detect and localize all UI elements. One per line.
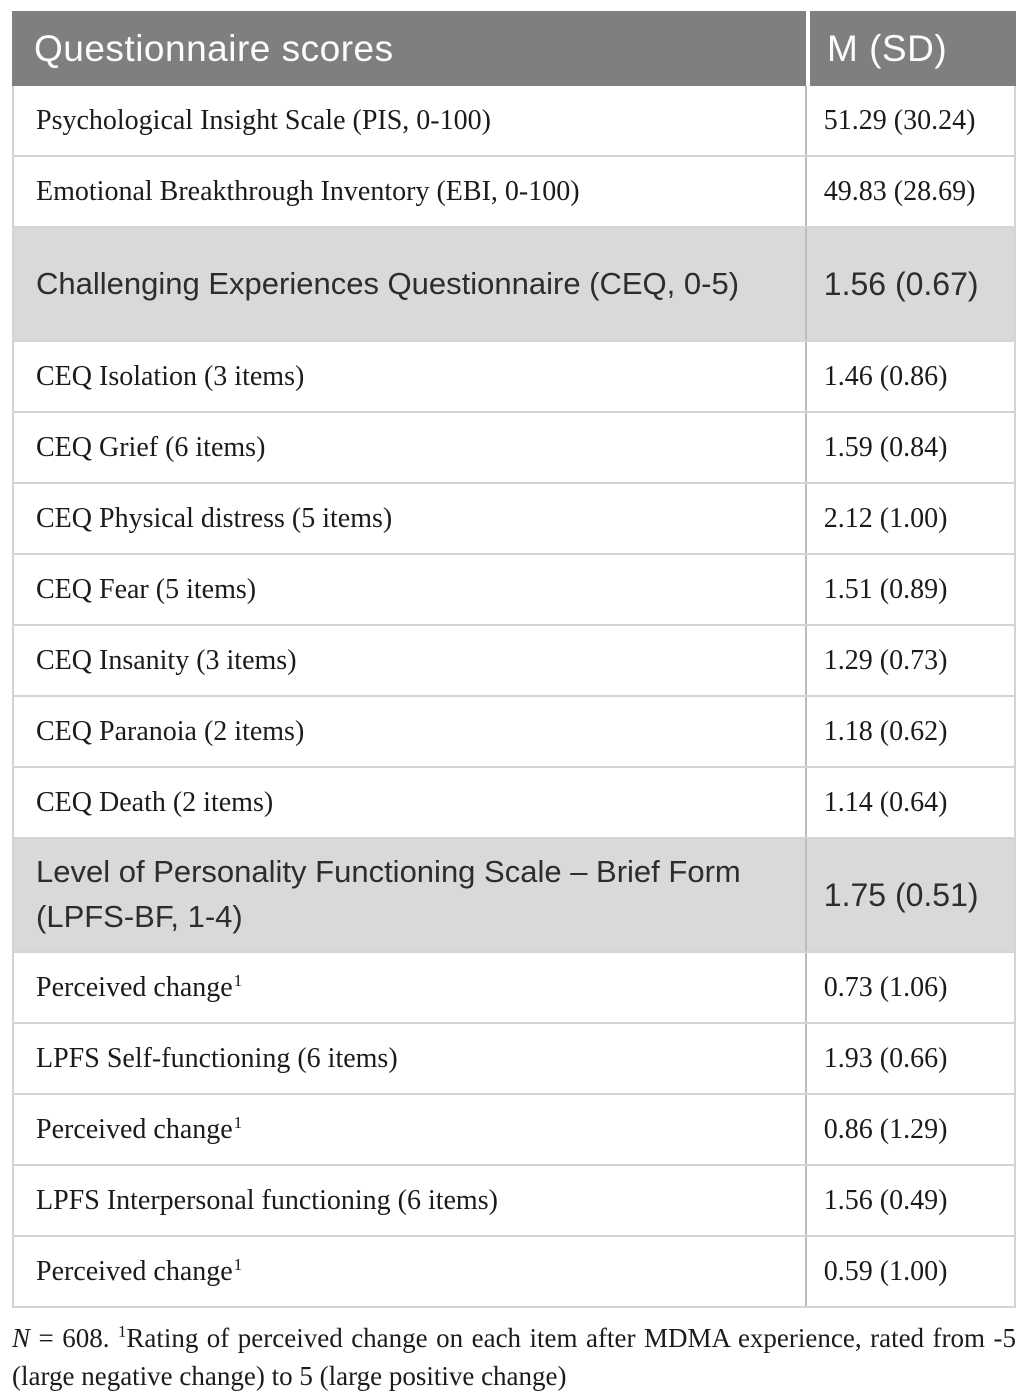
column-header-questionnaire-scores: Questionnaire scores	[34, 27, 394, 69]
row-label: LPFS Self-functioning (6 items)	[36, 1043, 398, 1074]
column-header-m-sd: M (SD)	[806, 11, 1016, 86]
table-row: LPFS Self-functioning (6 items) 1.93 (0.6…	[14, 1022, 1014, 1093]
superscript-note-marker: 1	[233, 1112, 243, 1132]
row-value: 1.29 (0.73)	[804, 626, 1014, 695]
table-row: CEQ Grief (6 items) 1.59 (0.84)	[14, 411, 1014, 482]
questionnaire-scores-table: Questionnaire scores M (SD) Psychologica…	[12, 11, 1016, 1308]
row-label: Emotional Breakthrough Inventory (EBI, 0…	[36, 176, 580, 207]
footnote-n-value: = 608.	[30, 1323, 118, 1353]
table-row: CEQ Insanity (3 items) 1.29 (0.73)	[14, 624, 1014, 695]
row-value: 2.12 (1.00)	[804, 484, 1014, 553]
superscript-note-marker: 1	[233, 970, 243, 990]
footnote-text: Rating of perceived change on each item …	[12, 1323, 1016, 1391]
table-row: Psychological Insight Scale (PIS, 0-100)…	[14, 86, 1014, 155]
row-value: 1.56 (0.49)	[804, 1166, 1014, 1235]
table-row: CEQ Paranoia (2 items) 1.18 (0.62)	[14, 695, 1014, 766]
row-label: CEQ Isolation (3 items)	[36, 361, 305, 392]
table-row: CEQ Fear (5 items) 1.51 (0.89)	[14, 553, 1014, 624]
table-header-row: Questionnaire scores M (SD)	[12, 11, 1016, 86]
row-value: 1.51 (0.89)	[804, 555, 1014, 624]
row-label: CEQ Physical distress (5 items)	[36, 503, 393, 534]
row-label: Challenging Experiences Questionnaire (C…	[36, 265, 740, 301]
table-row: Perceived change1 0.73 (1.06)	[14, 951, 1014, 1022]
table-row: CEQ Death (2 items) 1.14 (0.64)	[14, 766, 1014, 837]
table-row: CEQ Isolation (3 items) 1.46 (0.86)	[14, 340, 1014, 411]
row-label: CEQ Grief (6 items)	[36, 432, 266, 463]
row-value: 1.59 (0.84)	[804, 413, 1014, 482]
table-row: Emotional Breakthrough Inventory (EBI, 0…	[14, 155, 1014, 226]
row-value: 1.14 (0.64)	[804, 768, 1014, 837]
row-label: CEQ Fear (5 items)	[36, 574, 257, 605]
row-value: 51.29 (30.24)	[804, 86, 1014, 155]
table-row: CEQ Physical distress (5 items) 2.12 (1.0…	[14, 482, 1014, 553]
section-row: Challenging Experiences Questionnaire (C…	[14, 226, 1014, 340]
row-value: 1.93 (0.66)	[804, 1024, 1014, 1093]
row-value: 1.18 (0.62)	[804, 697, 1014, 766]
table-footnote: N = 608. 1Rating of perceived change on …	[12, 1320, 1016, 1396]
row-value: 0.59 (1.00)	[804, 1237, 1014, 1306]
row-label: Perceived change1	[36, 1254, 243, 1287]
footnote-n-symbol: N	[12, 1323, 31, 1353]
superscript-note-marker: 1	[233, 1254, 243, 1274]
row-label: CEQ Paranoia (2 items)	[36, 716, 305, 747]
table-row: LPFS Interpersonal functioning (6 items)…	[14, 1164, 1014, 1235]
table-body: Psychological Insight Scale (PIS, 0-100)…	[12, 86, 1016, 1308]
row-value: 0.86 (1.29)	[804, 1095, 1014, 1164]
row-label: CEQ Insanity (3 items)	[36, 645, 297, 676]
row-value: 1.75 (0.51)	[804, 839, 1014, 951]
row-label: Psychological Insight Scale (PIS, 0-100)	[36, 105, 491, 136]
row-value: 0.73 (1.06)	[804, 953, 1014, 1022]
row-value: 1.46 (0.86)	[804, 342, 1014, 411]
table-row: Perceived change1 0.86 (1.29)	[14, 1093, 1014, 1164]
row-label: Level of Personality Functioning Scale –…	[36, 854, 741, 934]
row-label: Perceived change1	[36, 970, 243, 1003]
row-label: CEQ Death (2 items)	[36, 787, 274, 818]
row-label: LPFS Interpersonal functioning (6 items)	[36, 1185, 498, 1216]
table-row: Perceived change1 0.59 (1.00)	[14, 1235, 1014, 1306]
row-value: 49.83 (28.69)	[804, 157, 1014, 226]
row-value: 1.56 (0.67)	[804, 228, 1014, 340]
row-label: Perceived change1	[36, 1112, 243, 1145]
section-row: Level of Personality Functioning Scale –…	[14, 837, 1014, 951]
footnote-superscript-1: 1	[117, 1322, 127, 1341]
